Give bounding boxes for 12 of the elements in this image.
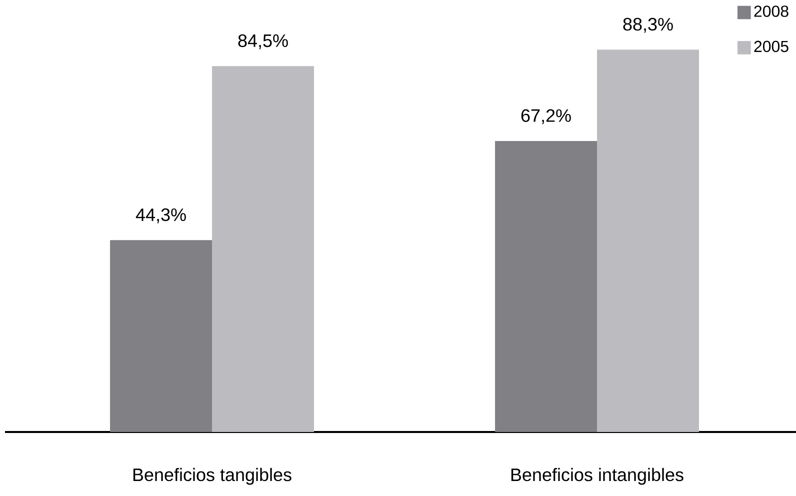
x-tick-label: Beneficios intangibles — [511, 468, 684, 485]
legend-label: 2005 — [754, 40, 788, 52]
bar — [495, 141, 597, 432]
x-tick-label: Beneficios tangibles — [133, 468, 292, 485]
legend-label: 2008 — [754, 6, 788, 17]
bar — [597, 50, 699, 432]
bar — [212, 66, 314, 432]
data-label: 84,5% — [238, 34, 288, 50]
data-label: 88,3% — [623, 18, 673, 33]
bar — [110, 240, 212, 432]
data-label: 67,2% — [521, 109, 571, 124]
data-label: 44,3% — [136, 208, 186, 224]
